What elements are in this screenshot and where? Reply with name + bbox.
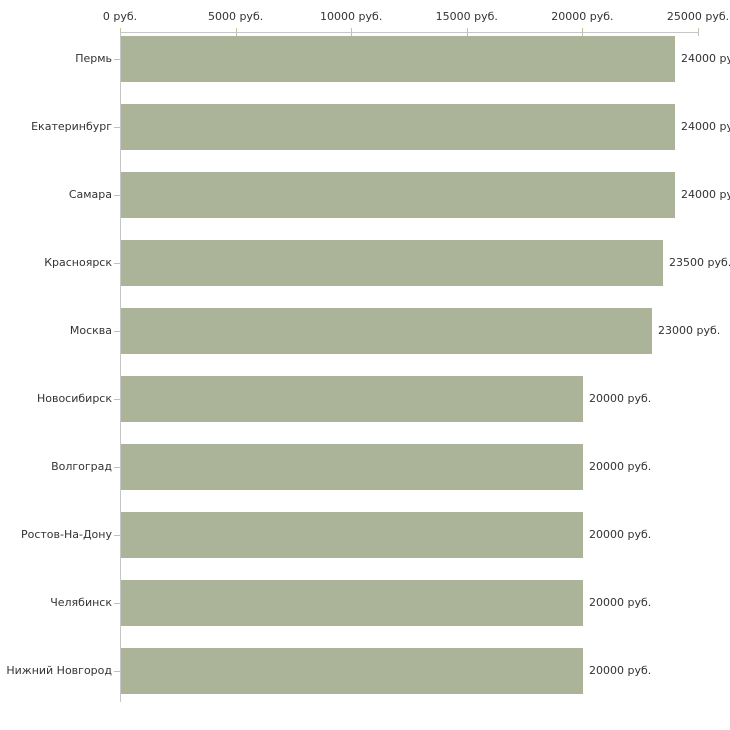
value-label: 20000 руб. <box>589 596 652 609</box>
category-tick-mark <box>114 331 120 332</box>
category-label: Пермь <box>75 52 112 65</box>
value-label: 24000 руб. <box>681 52 730 65</box>
bar <box>121 308 652 354</box>
x-axis-tick-label: 20000 руб. <box>551 10 614 23</box>
category-tick-mark <box>114 603 120 604</box>
value-label: 20000 руб. <box>589 392 652 405</box>
bar <box>121 172 675 218</box>
category-tick-mark <box>114 399 120 400</box>
x-axis-line <box>120 32 699 33</box>
category-tick-mark <box>114 195 120 196</box>
value-label: 24000 руб. <box>681 120 730 133</box>
x-axis-tick-label: 25000 руб. <box>666 10 730 23</box>
bar <box>121 648 583 694</box>
category-tick-mark <box>114 127 120 128</box>
bar <box>121 580 583 626</box>
category-label: Волгоград <box>51 460 112 473</box>
bar <box>121 444 583 490</box>
value-label: 20000 руб. <box>589 664 652 677</box>
category-label: Нижний Новгород <box>6 664 112 677</box>
value-label: 20000 руб. <box>589 460 652 473</box>
value-label: 20000 руб. <box>589 528 652 541</box>
category-label: Самара <box>68 188 112 201</box>
category-label: Екатеринбург <box>31 120 112 133</box>
x-axis-tick-label: 5000 руб. <box>207 10 264 23</box>
category-label: Новосибирск <box>36 392 112 405</box>
category-label: Красноярск <box>44 256 112 269</box>
value-label: 23000 руб. <box>658 324 721 337</box>
bar <box>121 240 663 286</box>
bar <box>121 36 675 82</box>
value-label: 23500 руб. <box>669 256 730 269</box>
x-axis-tick-label: 15000 руб. <box>435 10 498 23</box>
x-axis-tick-label: 10000 руб. <box>320 10 383 23</box>
x-axis-tick-label: 0 руб. <box>102 10 138 23</box>
y-axis-line <box>120 32 121 702</box>
category-label: Челябинск <box>50 596 112 609</box>
bar <box>121 512 583 558</box>
category-label: Москва <box>69 324 112 337</box>
category-tick-mark <box>114 671 120 672</box>
category-label: Ростов-На-Дону <box>20 528 112 541</box>
bar <box>121 376 583 422</box>
value-label: 24000 руб. <box>681 188 730 201</box>
category-tick-mark <box>114 263 120 264</box>
category-tick-mark <box>114 467 120 468</box>
bar <box>121 104 675 150</box>
category-tick-mark <box>114 59 120 60</box>
category-tick-mark <box>114 535 120 536</box>
